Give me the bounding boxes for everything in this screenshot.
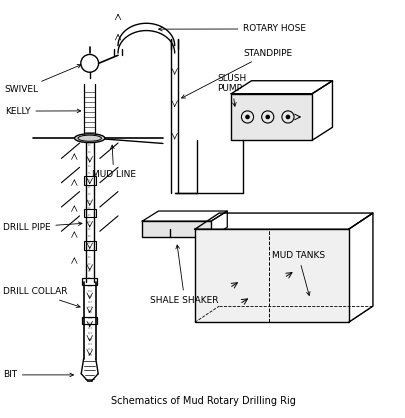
Bar	[83, 176, 96, 185]
Bar	[194, 229, 348, 322]
Bar	[142, 221, 211, 237]
Text: SWIVEL: SWIVEL	[5, 64, 81, 94]
Text: SLUSH
PUMP: SLUSH PUMP	[217, 74, 246, 106]
Circle shape	[286, 115, 289, 119]
Text: MUD TANKS: MUD TANKS	[271, 251, 324, 296]
Bar	[82, 317, 97, 324]
Text: DRILL PIPE: DRILL PIPE	[3, 222, 82, 232]
Bar	[83, 209, 96, 217]
Text: Schematics of Mud Rotary Drilling Rig: Schematics of Mud Rotary Drilling Rig	[110, 396, 295, 406]
Text: ROTARY HOSE: ROTARY HOSE	[158, 24, 306, 33]
Text: MUD LINE: MUD LINE	[92, 145, 135, 179]
Text: SHALE SHAKER: SHALE SHAKER	[150, 245, 218, 305]
Text: BIT: BIT	[3, 370, 73, 380]
Text: KELLY: KELLY	[5, 107, 81, 116]
Circle shape	[245, 115, 249, 119]
Bar	[82, 278, 97, 285]
Text: DRILL COLLAR: DRILL COLLAR	[3, 288, 80, 308]
Bar	[83, 241, 96, 250]
Circle shape	[265, 115, 269, 119]
Text: STANDPIPE: STANDPIPE	[181, 49, 292, 98]
Bar	[231, 94, 311, 140]
Ellipse shape	[75, 134, 104, 143]
